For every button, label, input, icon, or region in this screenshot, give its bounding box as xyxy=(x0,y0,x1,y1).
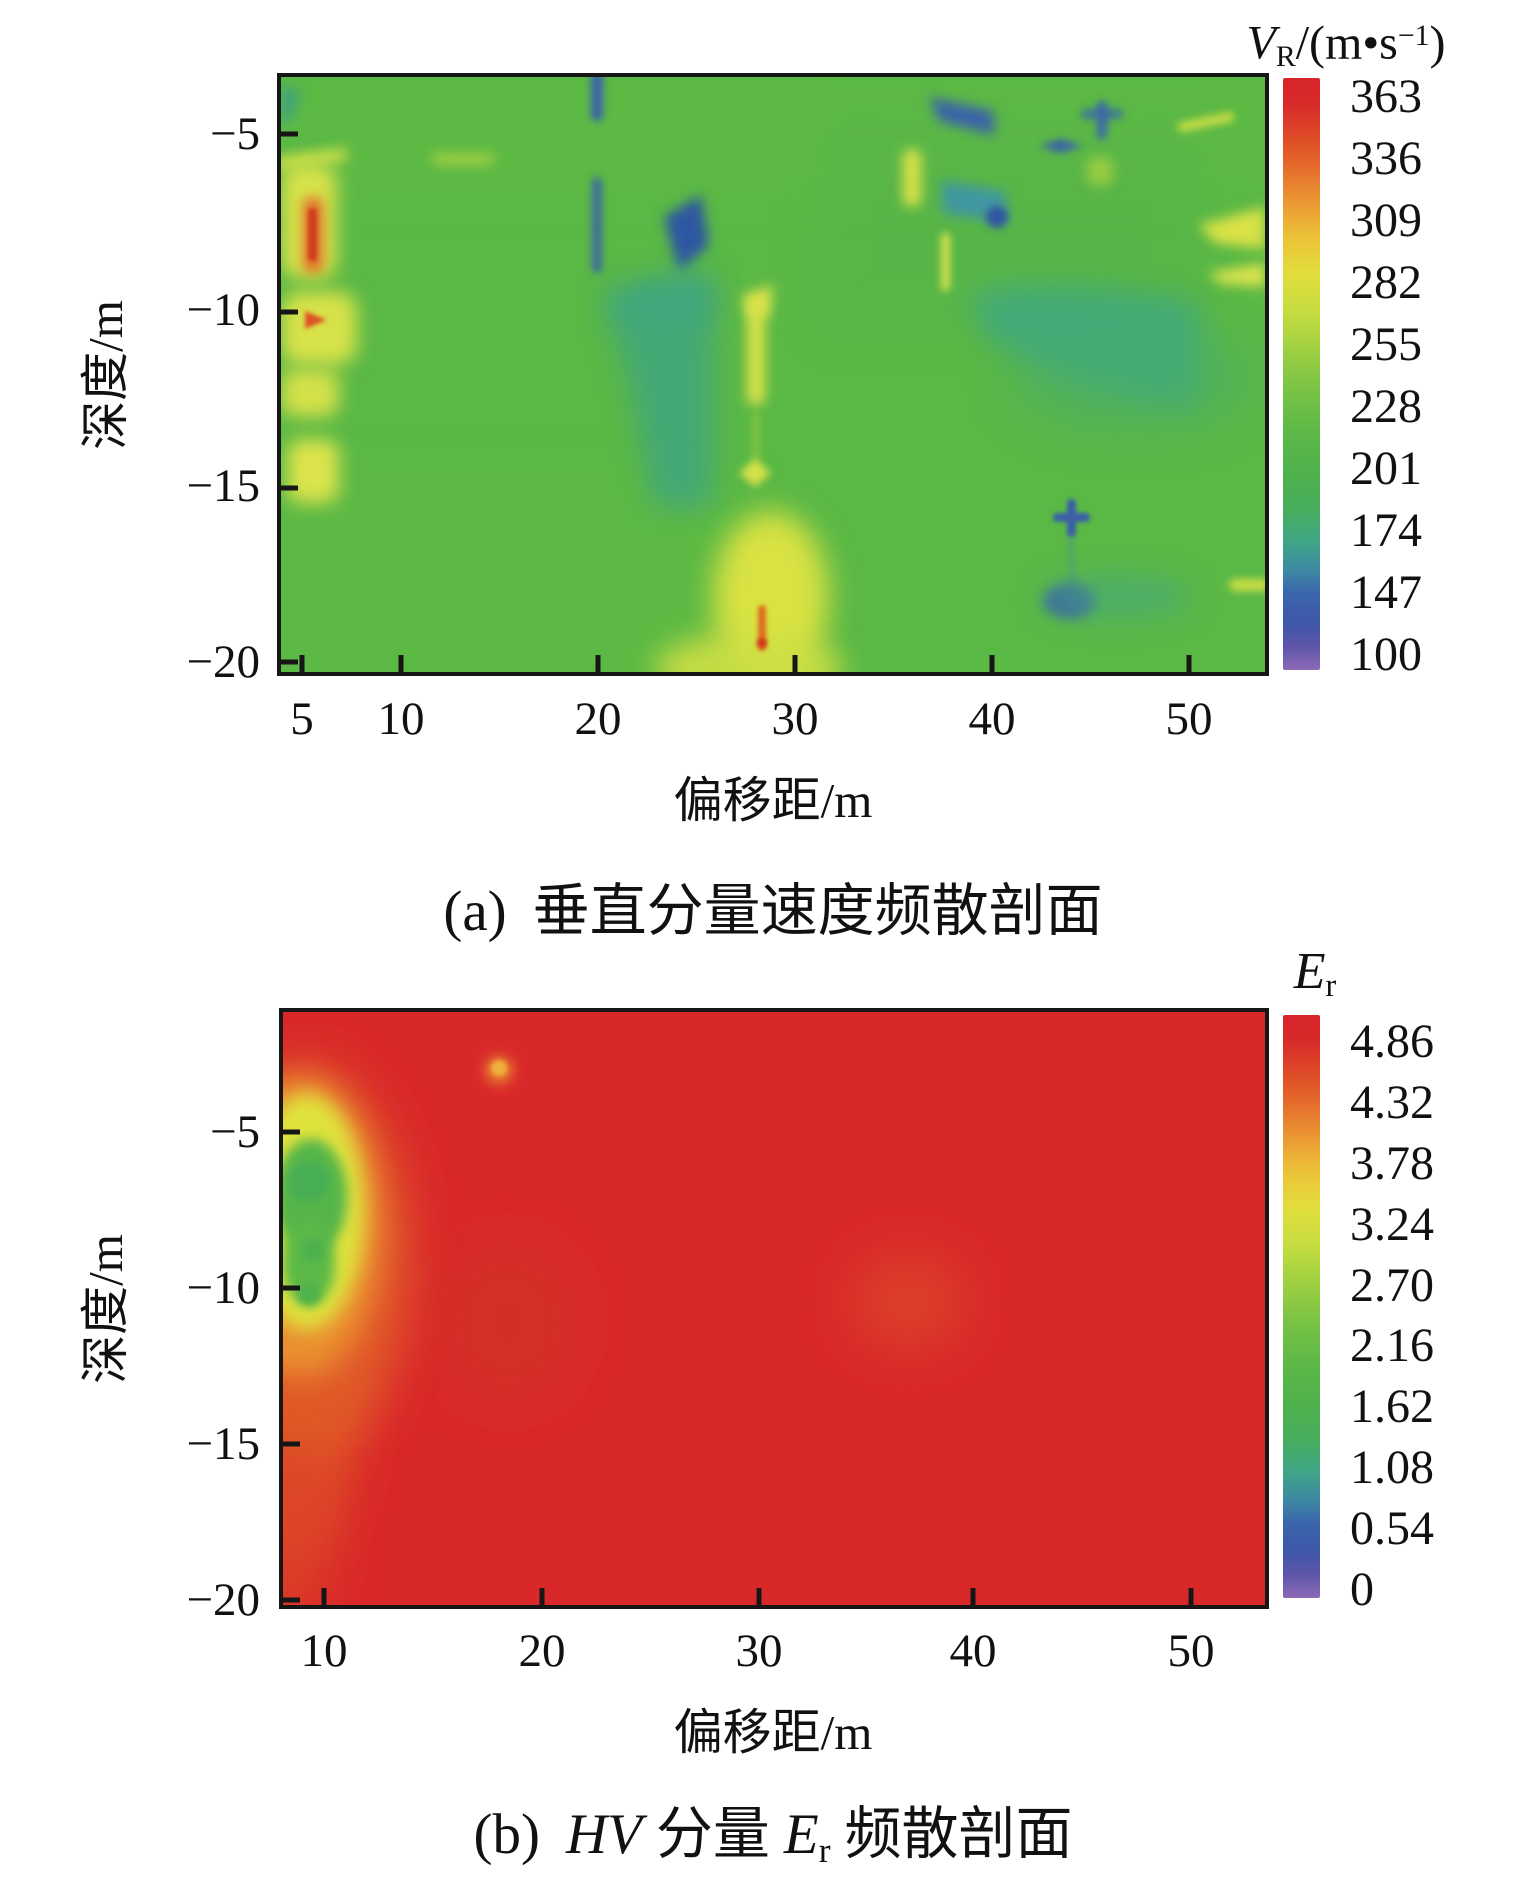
x-tick-label: 50 xyxy=(1167,1625,1215,1677)
colorbar-b-gradient xyxy=(1283,1015,1320,1598)
colorbar-label: 4.86 xyxy=(1350,1015,1434,1068)
x-tick-label: 10 xyxy=(300,1625,348,1677)
panel-a-y-tick-labels: −5 −10 −15 −20 xyxy=(60,105,260,691)
panel-b-heatmap xyxy=(279,1008,1269,1609)
colorbar-label: 336 xyxy=(1350,132,1422,185)
x-tick-label: 5 xyxy=(290,693,314,745)
colorbar-label: 309 xyxy=(1350,194,1422,247)
heatmap-a-canvas xyxy=(281,77,1265,672)
colorbar-label: 0.54 xyxy=(1350,1502,1434,1555)
x-tick-label: 10 xyxy=(377,693,425,745)
colorbar-label: 282 xyxy=(1350,256,1422,309)
colorbar-b-labels: 4.86 4.32 3.78 3.24 2.70 2.16 1.62 1.08 … xyxy=(1350,1014,1434,1618)
colorbar-label: 363 xyxy=(1350,70,1422,123)
panel-b-caption: (b) HV 分量 Er 频散剖面 xyxy=(281,1803,1265,1883)
colorbar-label: 2.70 xyxy=(1350,1258,1434,1312)
panel-a-caption: (a) 垂直分量速度频散剖面 xyxy=(281,880,1265,944)
caption-a-text: 垂直分量速度频散剖面 xyxy=(532,880,1103,943)
caption-b-label: (b) xyxy=(473,1803,540,1866)
colorbar-b-var-sub: r xyxy=(1325,967,1337,1004)
y-tick-label: −5 xyxy=(209,1106,260,1158)
caption-b-rest: 频散剖面 xyxy=(844,1803,1073,1866)
colorbar-label: 147 xyxy=(1350,566,1422,619)
panel-b-x-axis-title: 偏移距/m xyxy=(673,1705,873,1760)
colorbar-label: 174 xyxy=(1350,504,1422,557)
y-tick-label: −15 xyxy=(186,1418,260,1470)
y-tick-label: −20 xyxy=(186,636,260,688)
colorbar-label: 1.62 xyxy=(1350,1380,1434,1434)
caption-b-hv: HV xyxy=(565,1803,642,1866)
y-tick-label: −10 xyxy=(186,1262,260,1314)
panel-b-y-tick-labels: −5 −10 −15 −20 xyxy=(60,1103,260,1629)
colorbar-label: 2.16 xyxy=(1350,1319,1434,1373)
panel-b-tick-marks xyxy=(283,1129,1194,1605)
panel-a-x-axis-title: 偏移距/m xyxy=(673,773,873,828)
colorbar-label: 255 xyxy=(1350,318,1422,371)
heatmap-b-canvas xyxy=(283,1012,1265,1605)
x-tick-label: 40 xyxy=(949,1625,997,1677)
colorbar-label: 1.08 xyxy=(1350,1441,1434,1495)
colorbar-a-gradient xyxy=(1283,78,1320,670)
colorbar-label: 0 xyxy=(1350,1562,1374,1616)
caption-b-e: E xyxy=(783,1803,819,1866)
caption-b-mid: 分量 xyxy=(655,1803,770,1866)
x-tick-label: 20 xyxy=(574,693,622,745)
y-tick-label: −15 xyxy=(186,460,260,512)
colorbar-label: 4.32 xyxy=(1350,1075,1434,1129)
colorbar-a-title: VR/(m•s−1) xyxy=(1176,8,1516,85)
panel-a-heatmap xyxy=(277,73,1269,676)
colorbar-label: 228 xyxy=(1350,380,1422,433)
colorbar-a-units-close: ) xyxy=(1429,16,1446,70)
colorbar-a-var-sub: R xyxy=(1275,39,1296,73)
y-tick-label: −20 xyxy=(186,1574,260,1626)
colorbar-b-title: Er xyxy=(1240,944,1390,1013)
x-tick-label: 30 xyxy=(771,693,819,745)
x-tick-label: 30 xyxy=(735,1625,783,1677)
colorbar-a-units: /(m•s xyxy=(1295,16,1398,70)
colorbar-label: 100 xyxy=(1350,628,1422,681)
y-tick-label: −10 xyxy=(186,284,260,336)
x-tick-label: 40 xyxy=(968,693,1016,745)
colorbar-label: 3.78 xyxy=(1350,1136,1434,1190)
colorbar-a-units-sup: −1 xyxy=(1397,19,1430,52)
colorbar-label: 3.24 xyxy=(1350,1197,1434,1251)
x-tick-label: 50 xyxy=(1165,693,1213,745)
y-tick-label: −5 xyxy=(209,108,260,160)
colorbar-label: 201 xyxy=(1350,442,1422,495)
colorbar-b-var: E xyxy=(1293,943,1326,1000)
caption-b-e-sub: r xyxy=(818,1830,831,1870)
caption-a-label: (a) xyxy=(443,880,507,943)
colorbar-a-var: V xyxy=(1246,16,1276,70)
colorbar-a-labels: 363 336 309 282 255 228 201 174 147 100 xyxy=(1350,69,1422,683)
x-tick-label: 20 xyxy=(518,1625,566,1677)
panel-a-tick-marks xyxy=(281,131,1192,672)
